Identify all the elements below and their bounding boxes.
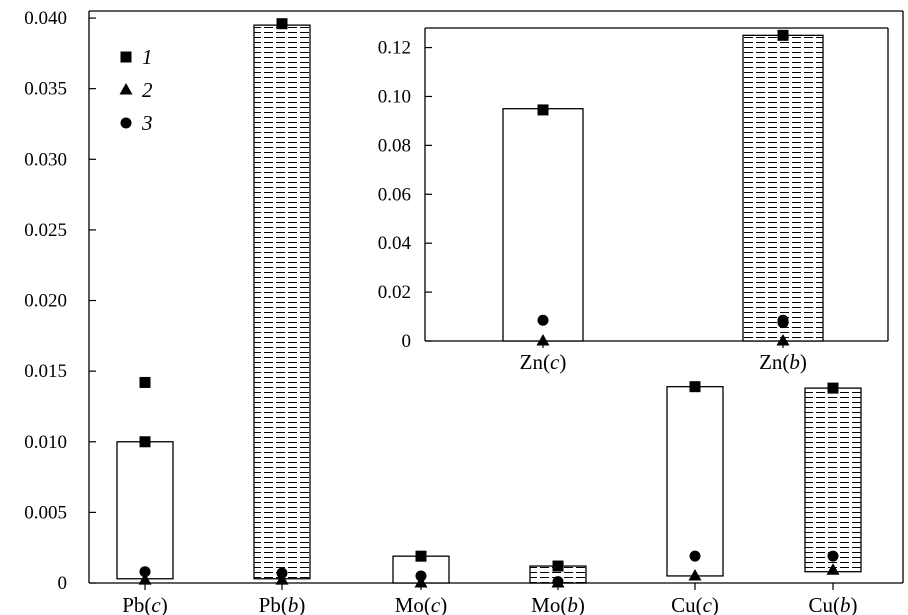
category-element: Mo <box>531 593 560 615</box>
point-series-2 <box>414 576 428 588</box>
y-tick-label: 0.010 <box>24 432 67 453</box>
y-tick-label: 0.10 <box>378 86 411 107</box>
category-group: c <box>431 593 441 615</box>
point-series-3 <box>537 314 549 326</box>
category-element: Mo <box>395 593 424 615</box>
point-series-2 <box>776 334 790 346</box>
category-open-paren: ( <box>543 350 550 374</box>
bar <box>804 387 862 573</box>
point-series-1 <box>139 436 151 448</box>
legend-marker-2 <box>119 83 133 95</box>
main-chart: 00.0050.0100.0150.0200.0250.0300.0350.04… <box>24 8 904 615</box>
category-close-paren: ) <box>800 350 807 374</box>
point-series-1 <box>537 104 549 116</box>
category-element: Zn <box>520 350 544 374</box>
category-close-paren: ) <box>712 593 719 615</box>
y-tick-label: 0.030 <box>24 149 67 170</box>
category-group: b <box>789 350 800 374</box>
y-tick-label: 0.08 <box>378 135 411 156</box>
category-open-paren: ( <box>696 593 703 615</box>
category-label: Zn(b) <box>759 350 807 374</box>
legend-label: 1 <box>142 45 153 69</box>
point-series-1 <box>276 18 288 30</box>
category-close-paren: ) <box>851 593 858 615</box>
y-tick-label: 0.12 <box>378 38 411 59</box>
legend-marker-1 <box>120 51 132 63</box>
point-series-1 <box>777 29 789 41</box>
category-group: c <box>703 593 713 615</box>
y-tick-label: 0 <box>58 573 68 594</box>
category-close-paren: ) <box>440 593 447 615</box>
category-open-paren: ( <box>144 593 151 615</box>
y-tick-label: 0.015 <box>24 361 67 382</box>
y-tick-label: 0.005 <box>24 502 67 523</box>
point-series-3 <box>777 314 789 326</box>
category-element: Pb <box>122 593 144 615</box>
point-series-3 <box>827 550 839 562</box>
category-element: Pb <box>259 593 281 615</box>
point-series-3 <box>552 576 564 588</box>
point-series-1 <box>552 560 564 572</box>
bar <box>742 34 824 342</box>
category-open-paren: ( <box>560 593 567 615</box>
point-series-3 <box>415 570 427 582</box>
category-group: c <box>151 593 161 615</box>
bar <box>502 108 584 342</box>
y-tick-label: 0.040 <box>24 8 67 29</box>
category-label: Pb(b) <box>259 593 306 615</box>
category-group: c <box>550 350 560 374</box>
point-series-1 <box>827 382 839 394</box>
category-close-paren: ) <box>298 593 305 615</box>
category-label: Zn(c) <box>520 350 567 374</box>
y-tick-label: 0.035 <box>24 79 67 100</box>
category-close-paren: ) <box>559 350 566 374</box>
category-label: Pb(c) <box>122 593 168 615</box>
legend-label: 2 <box>142 78 153 102</box>
category-open-paren: ( <box>424 593 431 615</box>
category-open-paren: ( <box>281 593 288 615</box>
category-open-paren: ( <box>782 350 789 374</box>
point-series-3 <box>689 550 701 562</box>
point-series-2 <box>536 334 550 346</box>
y-tick-label: 0.02 <box>378 282 411 303</box>
point-series-2 <box>688 568 702 581</box>
category-element: Cu <box>671 593 696 615</box>
category-label: Mo(b) <box>531 593 585 615</box>
category-close-paren: ) <box>578 593 585 615</box>
point-series-3 <box>139 566 151 578</box>
bar <box>116 441 174 580</box>
point-series-2 <box>138 573 152 585</box>
category-label: Mo(c) <box>395 593 448 615</box>
y-tick-label: 0.04 <box>378 233 412 254</box>
y-tick-label: 0.020 <box>24 291 67 312</box>
bar <box>666 386 724 577</box>
y-tick-label: 0.06 <box>378 184 411 205</box>
y-tick-label: 0 <box>402 331 412 352</box>
point-series-1 <box>689 381 701 393</box>
category-close-paren: ) <box>161 593 168 615</box>
category-open-paren: ( <box>833 593 840 615</box>
y-tick-label: 0.025 <box>24 220 67 241</box>
point-series-3 <box>276 567 288 579</box>
category-group: b <box>567 593 578 615</box>
legend-marker-3 <box>120 117 132 129</box>
point-series-1 <box>139 376 151 388</box>
legend-label: 3 <box>141 111 153 135</box>
point-series-2 <box>826 563 840 575</box>
point-series-1 <box>415 550 427 562</box>
category-label: Cu(b) <box>808 593 857 615</box>
bar <box>253 24 311 580</box>
point-series-2 <box>275 573 289 585</box>
category-group: b <box>840 593 851 615</box>
category-element: Zn <box>759 350 783 374</box>
category-element: Cu <box>808 593 833 615</box>
category-group: b <box>288 593 299 615</box>
category-label: Cu(c) <box>671 593 719 615</box>
